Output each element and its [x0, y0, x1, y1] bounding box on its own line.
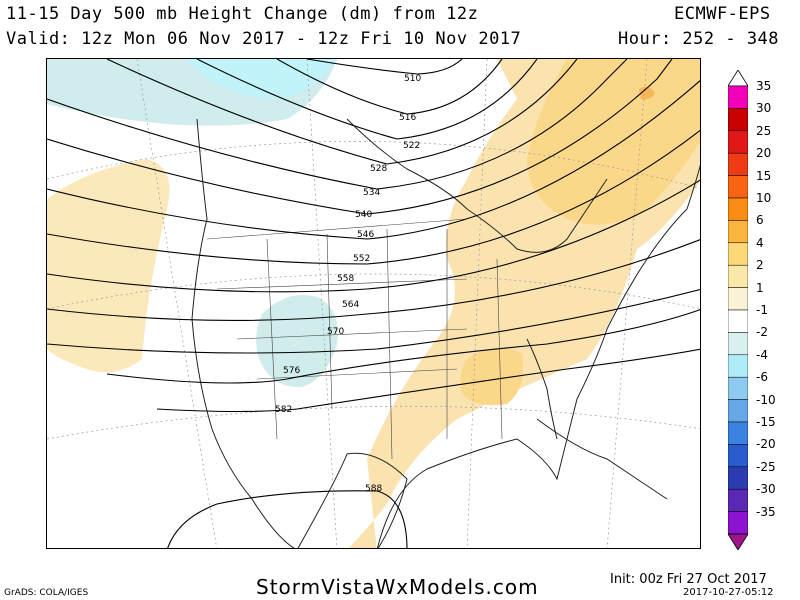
- init-time: Init: 00z Fri 27 Oct 2017: [610, 572, 767, 587]
- map-title: 11-15 Day 500 mb Height Change (dm) from…: [6, 4, 479, 24]
- contour-label: 564: [342, 300, 359, 310]
- colorbar-tick-label: -15: [756, 415, 776, 429]
- contour-label: 588: [365, 484, 382, 494]
- colorbar-swatch: [728, 108, 748, 132]
- colorbar-tick-label: 1: [756, 280, 764, 295]
- colorbar-tick-label: 25: [756, 123, 772, 138]
- colorbar-swatch: [728, 242, 748, 266]
- colorbar-tick-label: -6: [756, 370, 768, 385]
- valid-period: Valid: 12z Mon 06 Nov 2017 - 12z Fri 10 …: [6, 29, 522, 49]
- colorbar-tick-label: 2: [756, 258, 764, 273]
- positive-anomaly-maximum: [639, 86, 655, 100]
- positive-anomaly-west-coast: [47, 159, 170, 373]
- colorbar-tick-label: 15: [756, 168, 772, 183]
- colorbar-tick-label: -1: [756, 303, 768, 317]
- colorbar-max-arrow: [728, 70, 748, 87]
- colorbar-swatch: [728, 466, 748, 490]
- contour-label: 528: [370, 164, 387, 174]
- graticule: [47, 59, 700, 548]
- colorbar-swatch: [728, 376, 748, 400]
- colorbar-tick-label: -10: [756, 392, 776, 407]
- colorbar-swatch: [728, 287, 748, 311]
- positive-anomaly-southeast-core: [460, 347, 523, 406]
- colorbar-swatch: [728, 309, 748, 333]
- grads-credit: GrADS: COLA/IGES: [4, 588, 89, 598]
- model-name: ECMWF-EPS: [674, 4, 771, 24]
- colorbar-swatch: [728, 85, 748, 109]
- colorbar-swatch: [728, 264, 748, 288]
- forecast-hours: Hour: 252 - 348: [618, 29, 780, 49]
- colorbar-swatch: [728, 152, 748, 176]
- generated-time: 2017-10-27-05:12: [683, 587, 774, 598]
- colorbar-tick-label: 20: [756, 146, 772, 161]
- contour-label: 510: [404, 74, 421, 84]
- colorbar-tick-label: -35: [756, 504, 776, 519]
- contour-labels: 510 516 522 528 534 540 546 552 558 564 …: [275, 74, 421, 494]
- colorbar-swatch: [728, 354, 748, 378]
- site-credit: StormVistaWxModels.com: [256, 575, 539, 599]
- colorbar-swatch: [728, 332, 748, 356]
- colorbar-swatch: [728, 130, 748, 154]
- contour-label: 534: [363, 188, 380, 198]
- positive-anomaly-east-core: [527, 59, 700, 225]
- height-change-map: 510 516 522 528 534 540 546 552 558 564 …: [46, 58, 701, 549]
- colorbar-tick-label: 6: [756, 213, 764, 228]
- negative-anomaly-core: [187, 59, 337, 99]
- colorbar-swatch: [728, 197, 748, 221]
- height-contours: [47, 59, 700, 548]
- contour-label: 576: [283, 366, 300, 376]
- contour-label: 570: [327, 327, 344, 337]
- contour-label: 540: [355, 210, 372, 220]
- contour-label: 546: [357, 230, 374, 240]
- colorbar-swatch: [728, 399, 748, 423]
- map-canvas: 510 516 522 528 534 540 546 552 558 564 …: [47, 59, 700, 548]
- colorbar-swatch: [728, 175, 748, 199]
- colorbar: [728, 70, 748, 550]
- contour-label: 552: [353, 254, 370, 264]
- contour-label: 582: [275, 405, 292, 415]
- colorbar-tick-label: -2: [756, 325, 768, 340]
- anomaly-shading: [47, 59, 700, 548]
- colorbar-tick-label: -20: [756, 437, 776, 452]
- contour-label: 522: [403, 141, 420, 151]
- colorbar-swatch: [728, 444, 748, 468]
- colorbar-tick-label: -25: [756, 459, 776, 474]
- colorbar-tick-label: 4: [756, 235, 764, 250]
- colorbar-tick-label: 30: [756, 101, 772, 116]
- colorbar-tick-label: 10: [756, 191, 772, 205]
- colorbar-tick-label: 35: [756, 79, 772, 93]
- coastlines: [191, 118, 700, 548]
- colorbar-swatch: [728, 421, 748, 445]
- colorbar-tick-label: -4: [756, 347, 768, 362]
- colorbar-min-arrow: [728, 533, 748, 550]
- colorbar-swatch: [728, 488, 748, 512]
- contour-label: 516: [399, 113, 416, 123]
- colorbar-tick-label: -30: [756, 482, 776, 497]
- colorbar-swatch: [728, 511, 748, 535]
- contour-label: 558: [337, 274, 354, 284]
- colorbar-swatch: [728, 220, 748, 244]
